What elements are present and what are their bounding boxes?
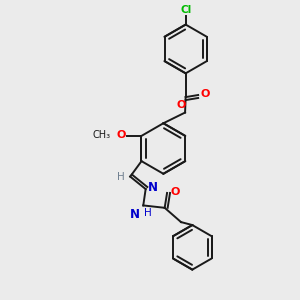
Text: O: O [171, 187, 180, 197]
Text: CH₃: CH₃ [92, 130, 110, 140]
Text: H: H [145, 208, 152, 218]
Text: N: N [130, 208, 140, 221]
Text: H: H [117, 172, 125, 182]
Text: O: O [176, 100, 186, 110]
Text: O: O [117, 130, 126, 140]
Text: N: N [147, 181, 158, 194]
Text: O: O [200, 89, 210, 99]
Text: Cl: Cl [180, 5, 191, 15]
